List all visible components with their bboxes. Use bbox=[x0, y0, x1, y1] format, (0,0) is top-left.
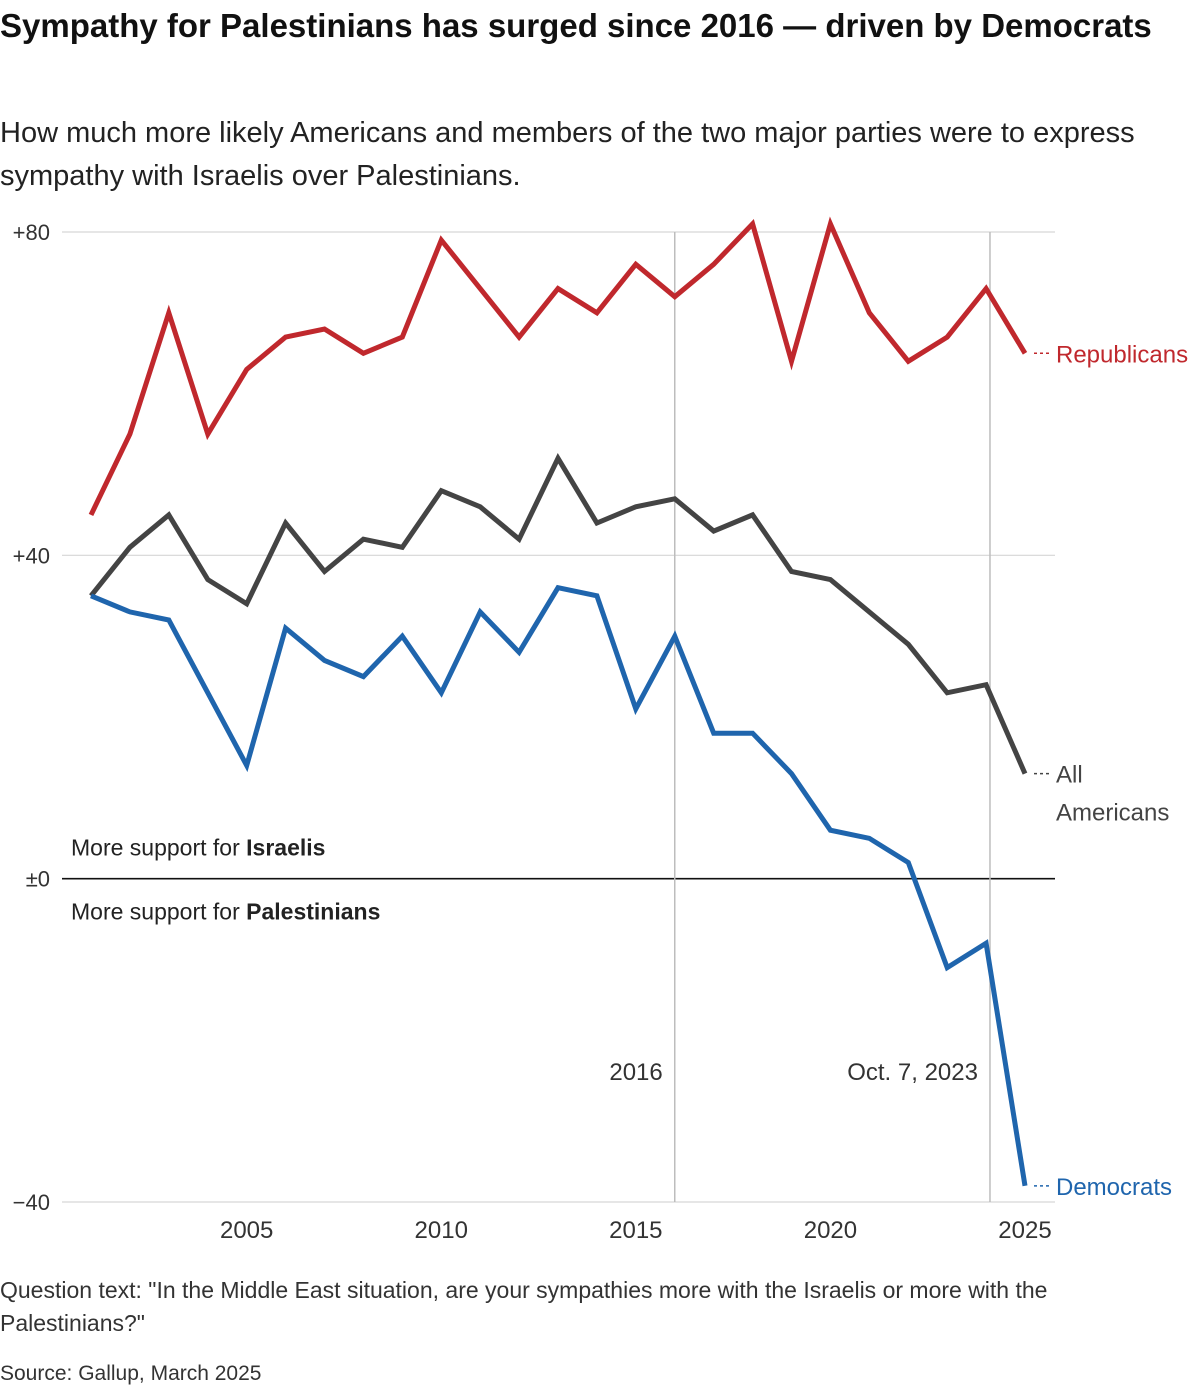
line-chart: 2016 Oct. 7, 2023 More support for Israel… bbox=[13, 216, 1188, 1244]
source-note: Source: Gallup, March 2025 bbox=[0, 1362, 262, 1385]
annotation-palestinians: More support for Palestinians bbox=[71, 899, 380, 925]
reference-line-label: 2016 bbox=[609, 1059, 662, 1086]
series-line-democrats bbox=[90, 584, 1028, 1187]
chart-title: Sympathy for Palestinians has surged sin… bbox=[0, 7, 1152, 44]
x-tick-label: 2005 bbox=[220, 1217, 273, 1244]
zero-annotations: More support for Israelis More support fo… bbox=[71, 835, 380, 925]
y-tick-label: −40 bbox=[13, 1190, 50, 1215]
y-tick-label: +80 bbox=[13, 220, 50, 245]
series-layer bbox=[88, 216, 1028, 1187]
question-note: Question text: "In the Middle East situa… bbox=[0, 1277, 1048, 1336]
series-line-all-americans bbox=[89, 453, 1028, 775]
series-label-republicans: Republicans bbox=[1056, 341, 1188, 368]
chart-subtitle: How much more likely Americans and membe… bbox=[0, 117, 1135, 192]
series-labels: Republicans All Americans Democrats bbox=[1034, 341, 1188, 1201]
x-tick-label: 2020 bbox=[804, 1217, 857, 1244]
series-label-all-americans: Americans bbox=[1056, 800, 1169, 827]
x-tick-label: 2025 bbox=[998, 1217, 1051, 1244]
grid-layer bbox=[62, 231, 1055, 1203]
series-label-all-americans: All bbox=[1056, 762, 1083, 789]
reference-line-label: Oct. 7, 2023 bbox=[847, 1059, 978, 1086]
annotation-israelis: More support for Israelis bbox=[71, 835, 325, 861]
x-tick-label: 2010 bbox=[415, 1217, 468, 1244]
y-tick-label: ±0 bbox=[26, 867, 50, 892]
axis-labels: +80 +40 ±0 −40 2005 2010 2015 2020 2025 bbox=[13, 220, 1052, 1244]
y-tick-label: +40 bbox=[13, 543, 50, 568]
x-tick-label: 2015 bbox=[609, 1217, 662, 1244]
reference-lines: 2016 Oct. 7, 2023 bbox=[609, 232, 991, 1202]
series-label-democrats: Democrats bbox=[1056, 1174, 1172, 1201]
series-line-republicans bbox=[88, 216, 1028, 516]
